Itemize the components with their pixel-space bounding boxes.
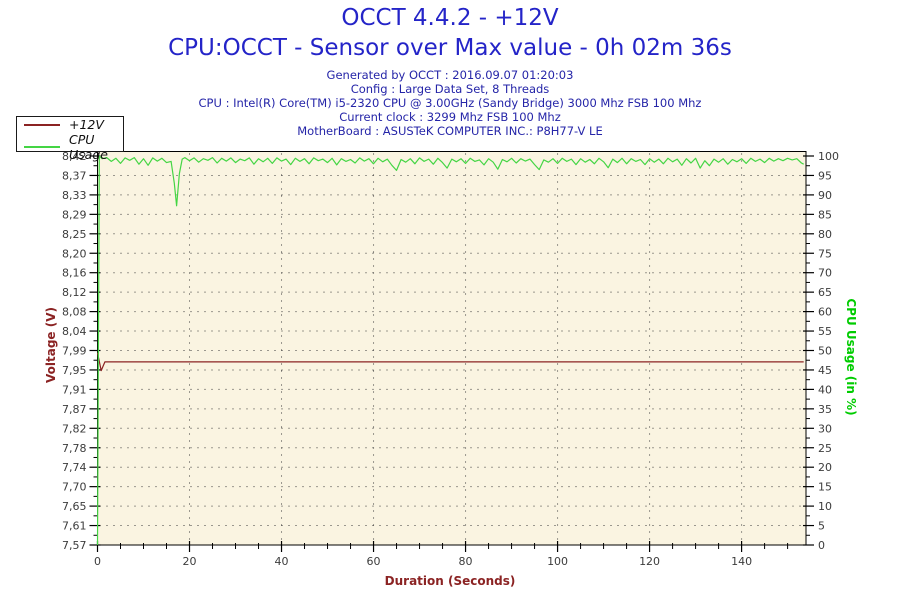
info-line-config: Config : Large Data Set, 8 Threads bbox=[350, 82, 550, 96]
svg-text:8,16: 8,16 bbox=[62, 267, 87, 280]
svg-text:10: 10 bbox=[818, 500, 832, 513]
left-axis-title: Voltage (V) bbox=[44, 307, 58, 383]
svg-text:8,12: 8,12 bbox=[62, 286, 87, 299]
svg-text:8,42: 8,42 bbox=[62, 150, 87, 163]
svg-text:7,78: 7,78 bbox=[62, 442, 87, 455]
svg-text:15: 15 bbox=[818, 481, 832, 494]
svg-text:70: 70 bbox=[818, 267, 832, 280]
svg-text:60: 60 bbox=[367, 555, 381, 568]
svg-text:95: 95 bbox=[818, 169, 832, 182]
svg-text:0: 0 bbox=[818, 539, 825, 552]
svg-text:0: 0 bbox=[94, 555, 101, 568]
svg-text:60: 60 bbox=[818, 306, 832, 319]
svg-text:140: 140 bbox=[731, 555, 752, 568]
svg-text:8,33: 8,33 bbox=[62, 189, 87, 202]
chart-legend: +12V CPU Usage bbox=[16, 116, 124, 162]
svg-text:85: 85 bbox=[818, 208, 832, 221]
x-axis-title: Duration (Seconds) bbox=[384, 574, 516, 588]
svg-text:120: 120 bbox=[639, 555, 660, 568]
info-line-cpu: CPU : Intel(R) Core(TM) i5-2320 CPU @ 3.… bbox=[198, 96, 702, 110]
svg-text:7,61: 7,61 bbox=[62, 520, 87, 533]
12v-line-swatch bbox=[24, 123, 60, 126]
svg-text:8,20: 8,20 bbox=[62, 247, 87, 260]
svg-text:8,08: 8,08 bbox=[62, 306, 87, 319]
svg-text:8,37: 8,37 bbox=[62, 169, 87, 182]
svg-text:7,91: 7,91 bbox=[62, 383, 87, 396]
svg-text:8,25: 8,25 bbox=[62, 228, 87, 241]
svg-text:45: 45 bbox=[818, 364, 832, 377]
legend-label-cpu-usage: CPU Usage bbox=[69, 132, 108, 162]
svg-text:7,70: 7,70 bbox=[62, 481, 87, 494]
page-subtitle: CPU:OCCT - Sensor over Max value - 0h 02… bbox=[168, 35, 732, 61]
legend-item-12v: +12V bbox=[17, 117, 123, 132]
svg-text:8,04: 8,04 bbox=[62, 325, 87, 338]
svg-text:75: 75 bbox=[818, 247, 832, 260]
cpu-usage-line-swatch bbox=[24, 146, 60, 148]
svg-text:5: 5 bbox=[818, 520, 825, 533]
svg-text:40: 40 bbox=[818, 383, 832, 396]
svg-text:8,29: 8,29 bbox=[62, 208, 87, 221]
page-title: OCCT 4.4.2 - +12V bbox=[341, 5, 559, 31]
svg-text:7,74: 7,74 bbox=[62, 461, 87, 474]
legend-label-12v: +12V bbox=[69, 117, 104, 132]
svg-text:35: 35 bbox=[818, 403, 832, 416]
svg-text:100: 100 bbox=[818, 150, 839, 163]
svg-text:80: 80 bbox=[818, 228, 832, 241]
right-axis-title: CPU Usage (in %) bbox=[844, 298, 858, 416]
info-line-clock: Current clock : 3299 Mhz FSB 100 Mhz bbox=[339, 110, 561, 124]
svg-text:20: 20 bbox=[818, 461, 832, 474]
svg-text:7,65: 7,65 bbox=[62, 500, 87, 513]
svg-text:65: 65 bbox=[818, 286, 832, 299]
info-line-motherboard: MotherBoard : ASUSTeK COMPUTER INC.: P8H… bbox=[297, 124, 603, 138]
svg-text:7,87: 7,87 bbox=[62, 403, 87, 416]
svg-text:100: 100 bbox=[547, 555, 568, 568]
svg-text:20: 20 bbox=[183, 555, 197, 568]
svg-text:55: 55 bbox=[818, 325, 832, 338]
svg-text:40: 40 bbox=[275, 555, 289, 568]
report-info: Generated by OCCT : 2016.09.07 01:20:03 … bbox=[0, 68, 900, 138]
svg-text:7,82: 7,82 bbox=[62, 422, 87, 435]
svg-text:7,95: 7,95 bbox=[62, 364, 87, 377]
svg-text:90: 90 bbox=[818, 189, 832, 202]
svg-text:7,99: 7,99 bbox=[62, 345, 87, 358]
svg-text:25: 25 bbox=[818, 442, 832, 455]
info-line-generated: Generated by OCCT : 2016.09.07 01:20:03 bbox=[326, 68, 574, 82]
svg-text:50: 50 bbox=[818, 345, 832, 358]
svg-text:30: 30 bbox=[818, 422, 832, 435]
svg-text:80: 80 bbox=[459, 555, 473, 568]
legend-item-cpu-usage: CPU Usage bbox=[17, 132, 123, 162]
svg-text:7,57: 7,57 bbox=[62, 539, 87, 552]
